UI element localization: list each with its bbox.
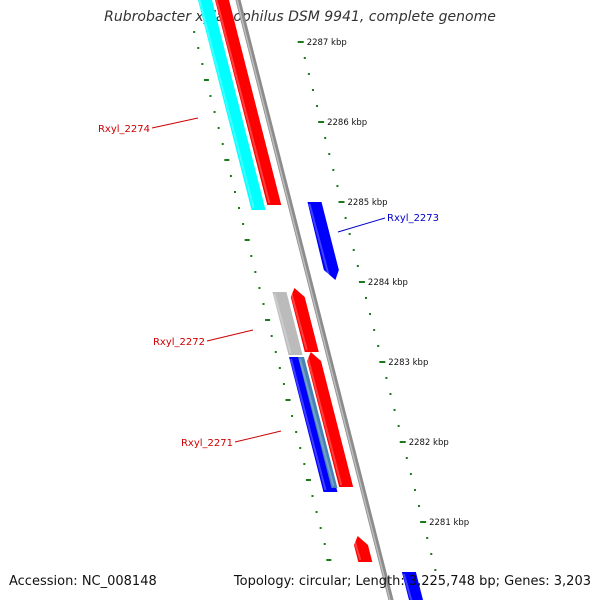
gene-feature-highlight xyxy=(402,573,413,600)
genome-backbone-highlight xyxy=(236,0,391,600)
gene-feature xyxy=(290,288,319,352)
gene-label-leader xyxy=(151,117,199,129)
gene-label-leader xyxy=(337,217,386,233)
gene-feature-highlight xyxy=(308,203,331,279)
gene-feature-highlight xyxy=(305,353,343,486)
scale-label: 2284 kbp xyxy=(368,278,408,288)
scale-label: 2286 kbp xyxy=(327,118,367,128)
gene-feature-highlight xyxy=(290,358,327,491)
gene-label[interactable]: Rxyl_2274 xyxy=(98,124,150,135)
gene-feature-highlight xyxy=(352,537,362,561)
gene-label-leader xyxy=(206,329,254,342)
gene-label[interactable]: Rxyl_2272 xyxy=(153,337,205,348)
gene-feature xyxy=(197,0,266,210)
minor-ticks-inner xyxy=(193,31,332,561)
scale-label: 2285 kbp xyxy=(348,198,388,208)
scale-label: 2287 kbp xyxy=(307,38,347,48)
scale-label: 2282 kbp xyxy=(409,438,449,448)
gene-feature-highlight xyxy=(299,358,335,487)
gene-feature xyxy=(272,292,303,355)
gene-label[interactable]: Rxyl_2271 xyxy=(181,438,233,449)
gene-feature-highlight xyxy=(289,289,308,351)
genome-summary-text: Topology: circular; Length: 3,225,748 bp… xyxy=(233,574,591,589)
gene-feature xyxy=(401,572,423,600)
feature-layer xyxy=(197,0,423,600)
gene-labels: Rxyl_2274 Rxyl_2273 Rxyl_2272 Rxyl_2271 xyxy=(98,117,439,449)
gene-label-leader xyxy=(234,430,282,443)
scale-label: 2281 kbp xyxy=(429,518,469,528)
gene-feature-highlight xyxy=(198,0,255,209)
scale-ticks-outer xyxy=(297,41,437,571)
backbone-layer xyxy=(235,0,394,600)
gene-feature xyxy=(307,352,354,487)
gene-feature-highlight xyxy=(215,0,271,204)
gene-feature xyxy=(214,0,282,205)
gene-feature xyxy=(298,357,338,488)
gene-feature xyxy=(353,536,373,562)
gene-label[interactable]: Rxyl_2273 xyxy=(387,213,439,224)
gene-feature xyxy=(307,202,339,280)
gene-feature-highlight xyxy=(273,293,292,354)
scale-label: 2283 kbp xyxy=(388,358,428,368)
accession-text: Accession: NC_008148 xyxy=(9,574,157,589)
genome-backbone xyxy=(235,0,394,600)
scale-labels: 2287 kbp 2286 kbp 2285 kbp 2284 kbp 2283 kbp… xyxy=(307,38,469,528)
